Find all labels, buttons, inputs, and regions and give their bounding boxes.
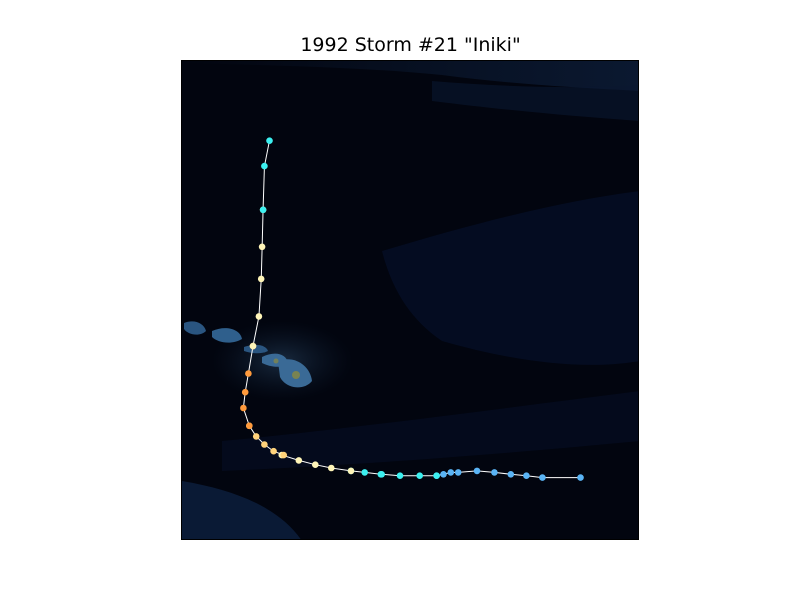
track-point-tropical-storm	[377, 471, 385, 478]
island-volcano-accent	[292, 371, 300, 379]
track-point-category-1	[328, 464, 335, 472]
track-point-category-3	[240, 404, 247, 412]
island-kauai	[184, 321, 206, 335]
track-point-tropical-storm	[433, 472, 440, 480]
track-point-tropical-storm	[266, 137, 273, 144]
cloud-band-upper	[432, 81, 638, 121]
island-accent-maui	[273, 358, 279, 364]
satellite-map	[182, 61, 638, 539]
island-oahu	[212, 328, 242, 343]
cloud-band-lower	[222, 391, 638, 471]
map-frame	[181, 60, 639, 540]
track-point-category-1	[255, 313, 263, 320]
storm-track-points	[240, 137, 584, 481]
track-point-tropical-storm	[259, 206, 267, 214]
track-point-category-3	[241, 388, 249, 396]
storm-track	[240, 137, 584, 481]
track-point-category-1	[312, 461, 319, 469]
track-point-category-1	[295, 457, 303, 464]
track-point-tropical-storm	[361, 469, 368, 476]
track-point-category-2	[261, 441, 268, 448]
chart-title: 1992 Storm #21 "Iniki"	[300, 34, 521, 56]
track-point-tropical-depression	[447, 469, 455, 476]
track-point-tropical-depression	[539, 474, 546, 481]
track-point-tropical-depression	[440, 471, 447, 478]
track-point-category-1	[347, 467, 355, 475]
track-point-category-2	[270, 447, 277, 455]
cloud-band-bottom-left	[182, 481, 301, 539]
track-point-category-2	[252, 433, 260, 440]
track-point-category-1	[257, 275, 265, 283]
track-point-tropical-storm	[261, 162, 268, 170]
cloud-band-top	[182, 61, 638, 91]
track-point-tropical-depression	[491, 469, 498, 476]
track-point-tropical-depression	[577, 474, 584, 481]
track-point-category-2	[280, 451, 287, 459]
track-point-tropical-depression	[454, 469, 462, 476]
track-point-tropical-depression	[473, 467, 481, 475]
track-point-tropical-depression	[523, 472, 530, 480]
track-point-tropical-storm	[396, 472, 404, 480]
track-point-category-3	[246, 422, 253, 430]
track-point-tropical-storm	[416, 472, 423, 480]
cloud-bands	[182, 61, 638, 539]
track-point-category-1	[249, 342, 257, 350]
track-point-category-3	[245, 370, 252, 377]
cloud-band-right	[382, 191, 638, 365]
track-point-category-1	[258, 243, 266, 251]
track-point-tropical-depression	[507, 471, 515, 478]
